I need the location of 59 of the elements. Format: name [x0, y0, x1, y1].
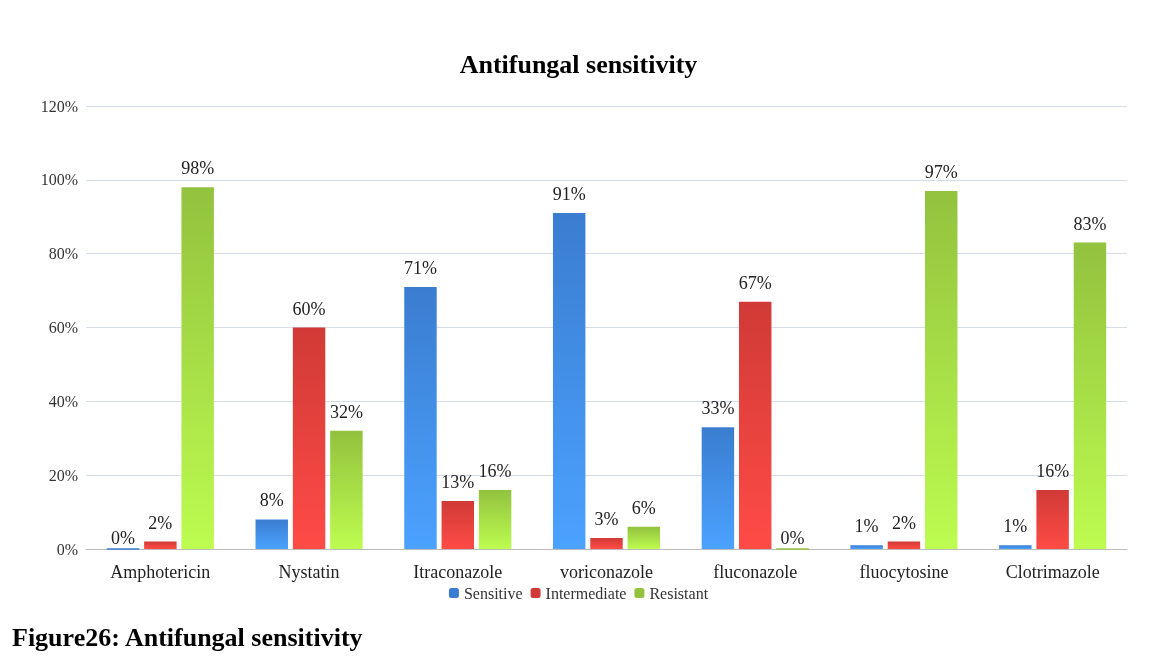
- bar: [887, 541, 921, 549]
- data-label: 32%: [329, 401, 363, 422]
- data-label: 1%: [854, 516, 879, 537]
- bar: [181, 187, 214, 549]
- bar: [999, 545, 1032, 549]
- data-label: 2%: [148, 512, 173, 533]
- x-tick-label: Nystatin: [278, 562, 340, 582]
- bar: [255, 519, 288, 549]
- x-tick-label: voriconazole: [560, 562, 653, 582]
- x-tick-label: fluconazole: [713, 562, 798, 582]
- bar: [292, 327, 326, 549]
- data-label: 16%: [478, 460, 512, 481]
- x-tick-label: Amphotericin: [110, 562, 211, 582]
- data-label: 83%: [1073, 213, 1107, 234]
- y-tick-label: 100%: [40, 171, 78, 189]
- bar: [627, 526, 661, 549]
- bar: [590, 537, 623, 549]
- data-label: 6%: [631, 497, 656, 518]
- data-label: 60%: [292, 298, 326, 319]
- data-label: 3%: [594, 508, 619, 529]
- data-label: 71%: [403, 257, 437, 278]
- bar: [478, 489, 512, 549]
- data-label: 13%: [441, 472, 475, 493]
- bar: [404, 286, 437, 549]
- x-tick-label: Itraconazole: [413, 562, 503, 582]
- data-label: 1%: [1003, 516, 1028, 537]
- bar: [330, 430, 363, 549]
- legend-label: Intermediate: [545, 584, 627, 602]
- data-label: 8%: [259, 490, 284, 511]
- y-tick-label: 120%: [40, 97, 78, 115]
- data-label: 2%: [891, 512, 916, 533]
- data-label: 16%: [1036, 460, 1070, 481]
- data-label: 98%: [181, 158, 215, 179]
- data-label: 97%: [924, 161, 958, 182]
- bar: [738, 301, 772, 549]
- bar: [552, 213, 586, 549]
- y-tick-label: 20%: [48, 466, 78, 484]
- data-label: 0%: [111, 527, 136, 548]
- bar: [1073, 242, 1107, 549]
- x-tick-label: Clotrimazole: [1005, 562, 1100, 582]
- legend-label: Resistant: [649, 584, 709, 602]
- x-tick-label: fluocytosine: [859, 562, 949, 582]
- bar: [144, 541, 177, 549]
- bar: [925, 190, 958, 549]
- data-label: 0%: [780, 527, 805, 548]
- data-label: 91%: [552, 184, 586, 205]
- data-label: 33%: [701, 398, 735, 419]
- y-tick-label: 60%: [48, 319, 78, 336]
- legend-label: Sensitive: [463, 584, 523, 602]
- y-tick-label: 80%: [48, 245, 78, 263]
- bar: [850, 545, 883, 549]
- caption: Figure26: Antifungal sensitivity: [12, 622, 363, 652]
- y-tick-label: 0%: [56, 540, 78, 558]
- chart-title: Antifungal sensitivity: [459, 49, 698, 79]
- y-tick-label: 40%: [48, 392, 78, 410]
- bar: [701, 427, 735, 549]
- bar: [1036, 489, 1069, 549]
- bar: [441, 501, 475, 549]
- data-label: 67%: [738, 272, 772, 293]
